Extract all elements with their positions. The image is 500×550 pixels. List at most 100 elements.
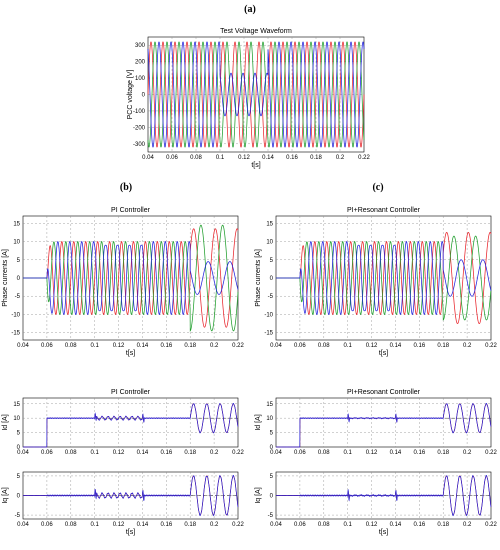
x-tick-label: 0.08 <box>318 343 330 349</box>
series-measured <box>23 402 239 448</box>
x-tick-label: 0.18 <box>437 450 449 456</box>
x-tick-label: 0.18 <box>184 450 196 456</box>
y-tick-label: 10 <box>266 416 273 422</box>
x-tick-label: 0.16 <box>160 343 172 349</box>
series-phase-a <box>23 228 239 328</box>
x-axis-label-c-iq: t[s] <box>379 529 388 536</box>
x-tick-label: 0.12 <box>238 155 250 161</box>
y-tick-label: 10 <box>13 416 20 422</box>
panel-label-b: (b) <box>120 182 132 193</box>
x-tick-label: 0.18 <box>437 343 449 349</box>
x-tick-label: 0.22 <box>485 450 497 456</box>
x-tick-label: 0.2 <box>210 343 219 349</box>
x-tick-label: 0.04 <box>17 522 29 528</box>
x-tick-label: 0.16 <box>413 450 425 456</box>
y-axis-label-b-iq: Iq [A] <box>2 487 9 503</box>
y-tick-label: 10 <box>13 240 20 246</box>
x-tick-label: 0.18 <box>310 155 322 161</box>
y-axis-label-a: PCC voltage [V] <box>127 70 134 120</box>
x-tick-label: 0.2 <box>463 450 472 456</box>
x-tick-label: 0.14 <box>137 450 149 456</box>
x-tick-label: 0.1 <box>216 155 225 161</box>
y-tick-label: 5 <box>17 431 21 437</box>
series-phase-c <box>276 241 492 315</box>
panel-label-c: (c) <box>372 182 383 193</box>
x-tick-label: 0.04 <box>270 343 282 349</box>
x-tick-label: 0.1 <box>343 522 352 528</box>
x-tick-label: 0.1 <box>90 450 99 456</box>
chart-pi-id: 0.04 0.06 0.08 0.1 0.12 0.14 0.16 0.18 0.2 0.22 0 5… <box>2 389 244 456</box>
x-tick-label: 0.22 <box>358 155 370 161</box>
y-tick-label: 5 <box>270 474 274 480</box>
y-tick-label: -200 <box>133 125 146 131</box>
y-tick-label: 0 <box>142 93 146 99</box>
x-tick-label: 0.18 <box>184 343 196 349</box>
x-tick-label: 0.04 <box>17 343 29 349</box>
x-tick-label: 0.16 <box>286 155 298 161</box>
x-tick-label: 0.04 <box>270 522 282 528</box>
x-tick-label: 0.22 <box>485 522 497 528</box>
x-tick-label: 0.16 <box>160 450 172 456</box>
y-tick-label: -15 <box>11 331 20 337</box>
plot-area-b-id <box>22 397 239 448</box>
x-tick-label: 0.08 <box>318 450 330 456</box>
x-axis-label-b-iq: t[s] <box>126 529 135 536</box>
y-tick-label: -10 <box>264 312 273 318</box>
x-tick-label: 0.08 <box>190 155 202 161</box>
x-tick-label: 0.08 <box>65 343 77 349</box>
panel-label-a: (a) <box>244 4 256 15</box>
y-tick-label: 5 <box>270 258 274 264</box>
x-tick-label: 0.12 <box>366 450 378 456</box>
series-measured <box>23 474 239 517</box>
x-tick-label: 0.22 <box>485 343 497 349</box>
chart-title-b: PI Controller <box>111 207 151 214</box>
y-tick-label: 5 <box>270 431 274 437</box>
chart-pir-phase-currents: 0.04 0.06 0.08 0.1 0.12 0.14 0.16 0.18 0.2 0.22 -1… <box>255 207 497 357</box>
y-tick-label: 100 <box>135 76 146 82</box>
y-axis-label-c-id: Id [A] <box>255 414 262 430</box>
x-tick-label: 0.1 <box>90 522 99 528</box>
y-tick-label: -10 <box>11 312 20 318</box>
x-tick-label: 0.18 <box>184 522 196 528</box>
series-phase-c <box>147 41 365 148</box>
x-tick-label: 0.14 <box>137 522 149 528</box>
x-tick-label: 0.06 <box>41 450 53 456</box>
x-tick-label: 0.1 <box>343 450 352 456</box>
x-tick-label: 0.14 <box>390 343 402 349</box>
y-tick-label: 0 <box>17 276 21 282</box>
x-tick-label: 0.2 <box>336 155 345 161</box>
chart-pi-iq: 0.04 0.06 0.08 0.1 0.12 0.14 0.16 0.18 0.2 0.22 -5… <box>2 471 244 536</box>
x-tick-label: 0.22 <box>232 343 244 349</box>
x-tick-label: 0.04 <box>142 155 154 161</box>
y-tick-label: 300 <box>135 43 146 49</box>
x-tick-label: 0.12 <box>366 343 378 349</box>
y-tick-label: -5 <box>268 513 274 519</box>
x-tick-label: 0.12 <box>113 450 125 456</box>
y-tick-label: 0 <box>17 494 21 500</box>
x-tick-label: 0.06 <box>41 343 53 349</box>
x-tick-label: 0.22 <box>232 450 244 456</box>
x-tick-label: 0.12 <box>113 522 125 528</box>
x-tick-label: 0.16 <box>413 522 425 528</box>
plot-area-c-id <box>275 397 492 448</box>
x-axis-label-a: t[s] <box>251 162 260 169</box>
x-tick-label: 0.06 <box>294 450 306 456</box>
chart-title-a: Test Voltage Waveform <box>220 28 292 35</box>
series-phase-a <box>276 232 492 324</box>
x-tick-label: 0.16 <box>160 522 172 528</box>
y-tick-label: 0 <box>270 494 274 500</box>
y-tick-label: 15 <box>266 221 273 227</box>
x-tick-label: 0.18 <box>437 522 449 528</box>
y-axis-label-b-id: Id [A] <box>2 414 9 430</box>
series-measured <box>276 474 492 517</box>
x-tick-label: 0.14 <box>262 155 274 161</box>
x-tick-label: 0.2 <box>210 450 219 456</box>
y-tick-label: 0 <box>270 445 274 451</box>
x-tick-label: 0.16 <box>413 343 425 349</box>
y-tick-label: 0 <box>17 445 21 451</box>
chart-test-voltage: 0.04 0.06 0.08 0.1 0.12 0.14 0.16 0.18 0.2 0.22 -3… <box>127 28 370 169</box>
x-tick-label: 0.14 <box>137 343 149 349</box>
y-tick-label: -5 <box>268 294 274 300</box>
y-tick-label: -5 <box>15 294 21 300</box>
